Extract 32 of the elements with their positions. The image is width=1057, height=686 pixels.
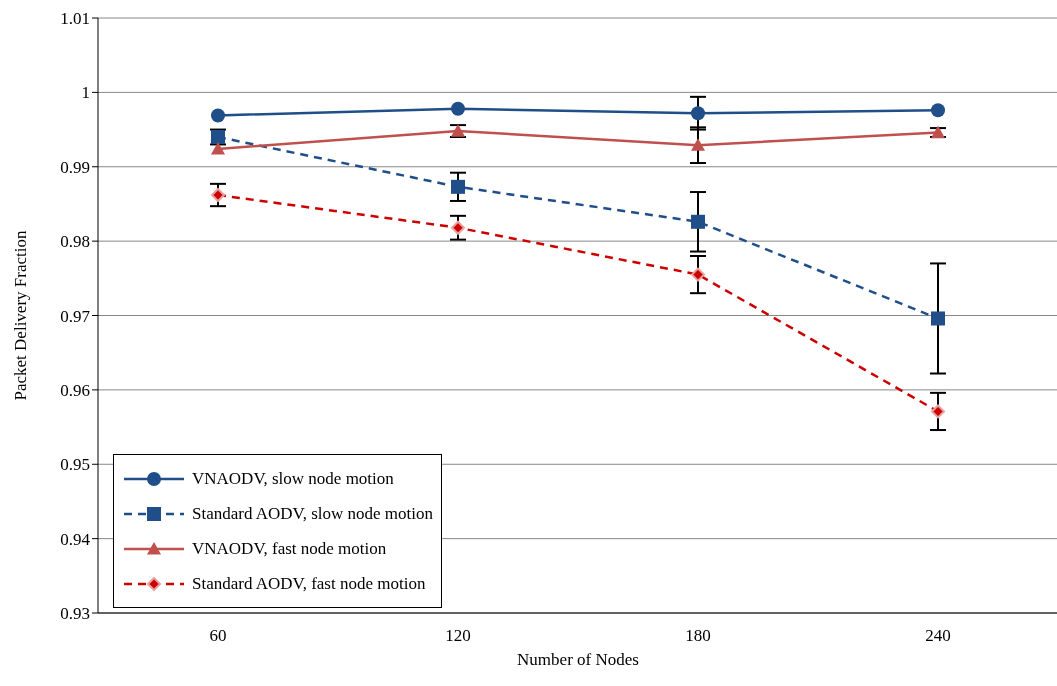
y-axis-title: Packet Delivery Fraction [11, 230, 31, 401]
y-tick-label: 1.01 [60, 9, 90, 29]
x-tick-label: 60 [209, 626, 227, 646]
point [931, 103, 945, 118]
y-tick-label: 0.96 [60, 380, 90, 400]
legend-label: Standard AODV, fast node motion [192, 573, 426, 594]
y-tick-label: 0.99 [60, 157, 90, 177]
legend-label: VNAODV, slow node motion [192, 468, 394, 489]
point [691, 214, 705, 229]
y-tick-label: 0.94 [60, 529, 91, 549]
point [931, 404, 945, 419]
point [691, 106, 705, 121]
point [691, 267, 705, 282]
point [211, 188, 225, 203]
point [451, 101, 465, 116]
y-tick-label: 1 [81, 83, 90, 103]
point [211, 141, 225, 155]
y-tick-label: 0.98 [60, 232, 90, 252]
point [931, 311, 945, 326]
x-tick-label: 120 [445, 626, 471, 646]
x-axis-title: Number of Nodes [517, 650, 639, 669]
legend-label: Standard AODV, slow node motion [192, 503, 433, 524]
point [451, 220, 465, 235]
x-tick-label: 180 [685, 626, 711, 646]
y-tick-label: 0.93 [60, 604, 90, 624]
point [211, 108, 225, 123]
y-tick-label: 0.95 [60, 455, 90, 475]
y-tick-label: 0.97 [60, 306, 91, 326]
x-tick-label: 240 [925, 626, 951, 646]
point [451, 179, 465, 194]
legend-label: VNAODV, fast node motion [192, 538, 387, 559]
point [691, 138, 705, 151]
